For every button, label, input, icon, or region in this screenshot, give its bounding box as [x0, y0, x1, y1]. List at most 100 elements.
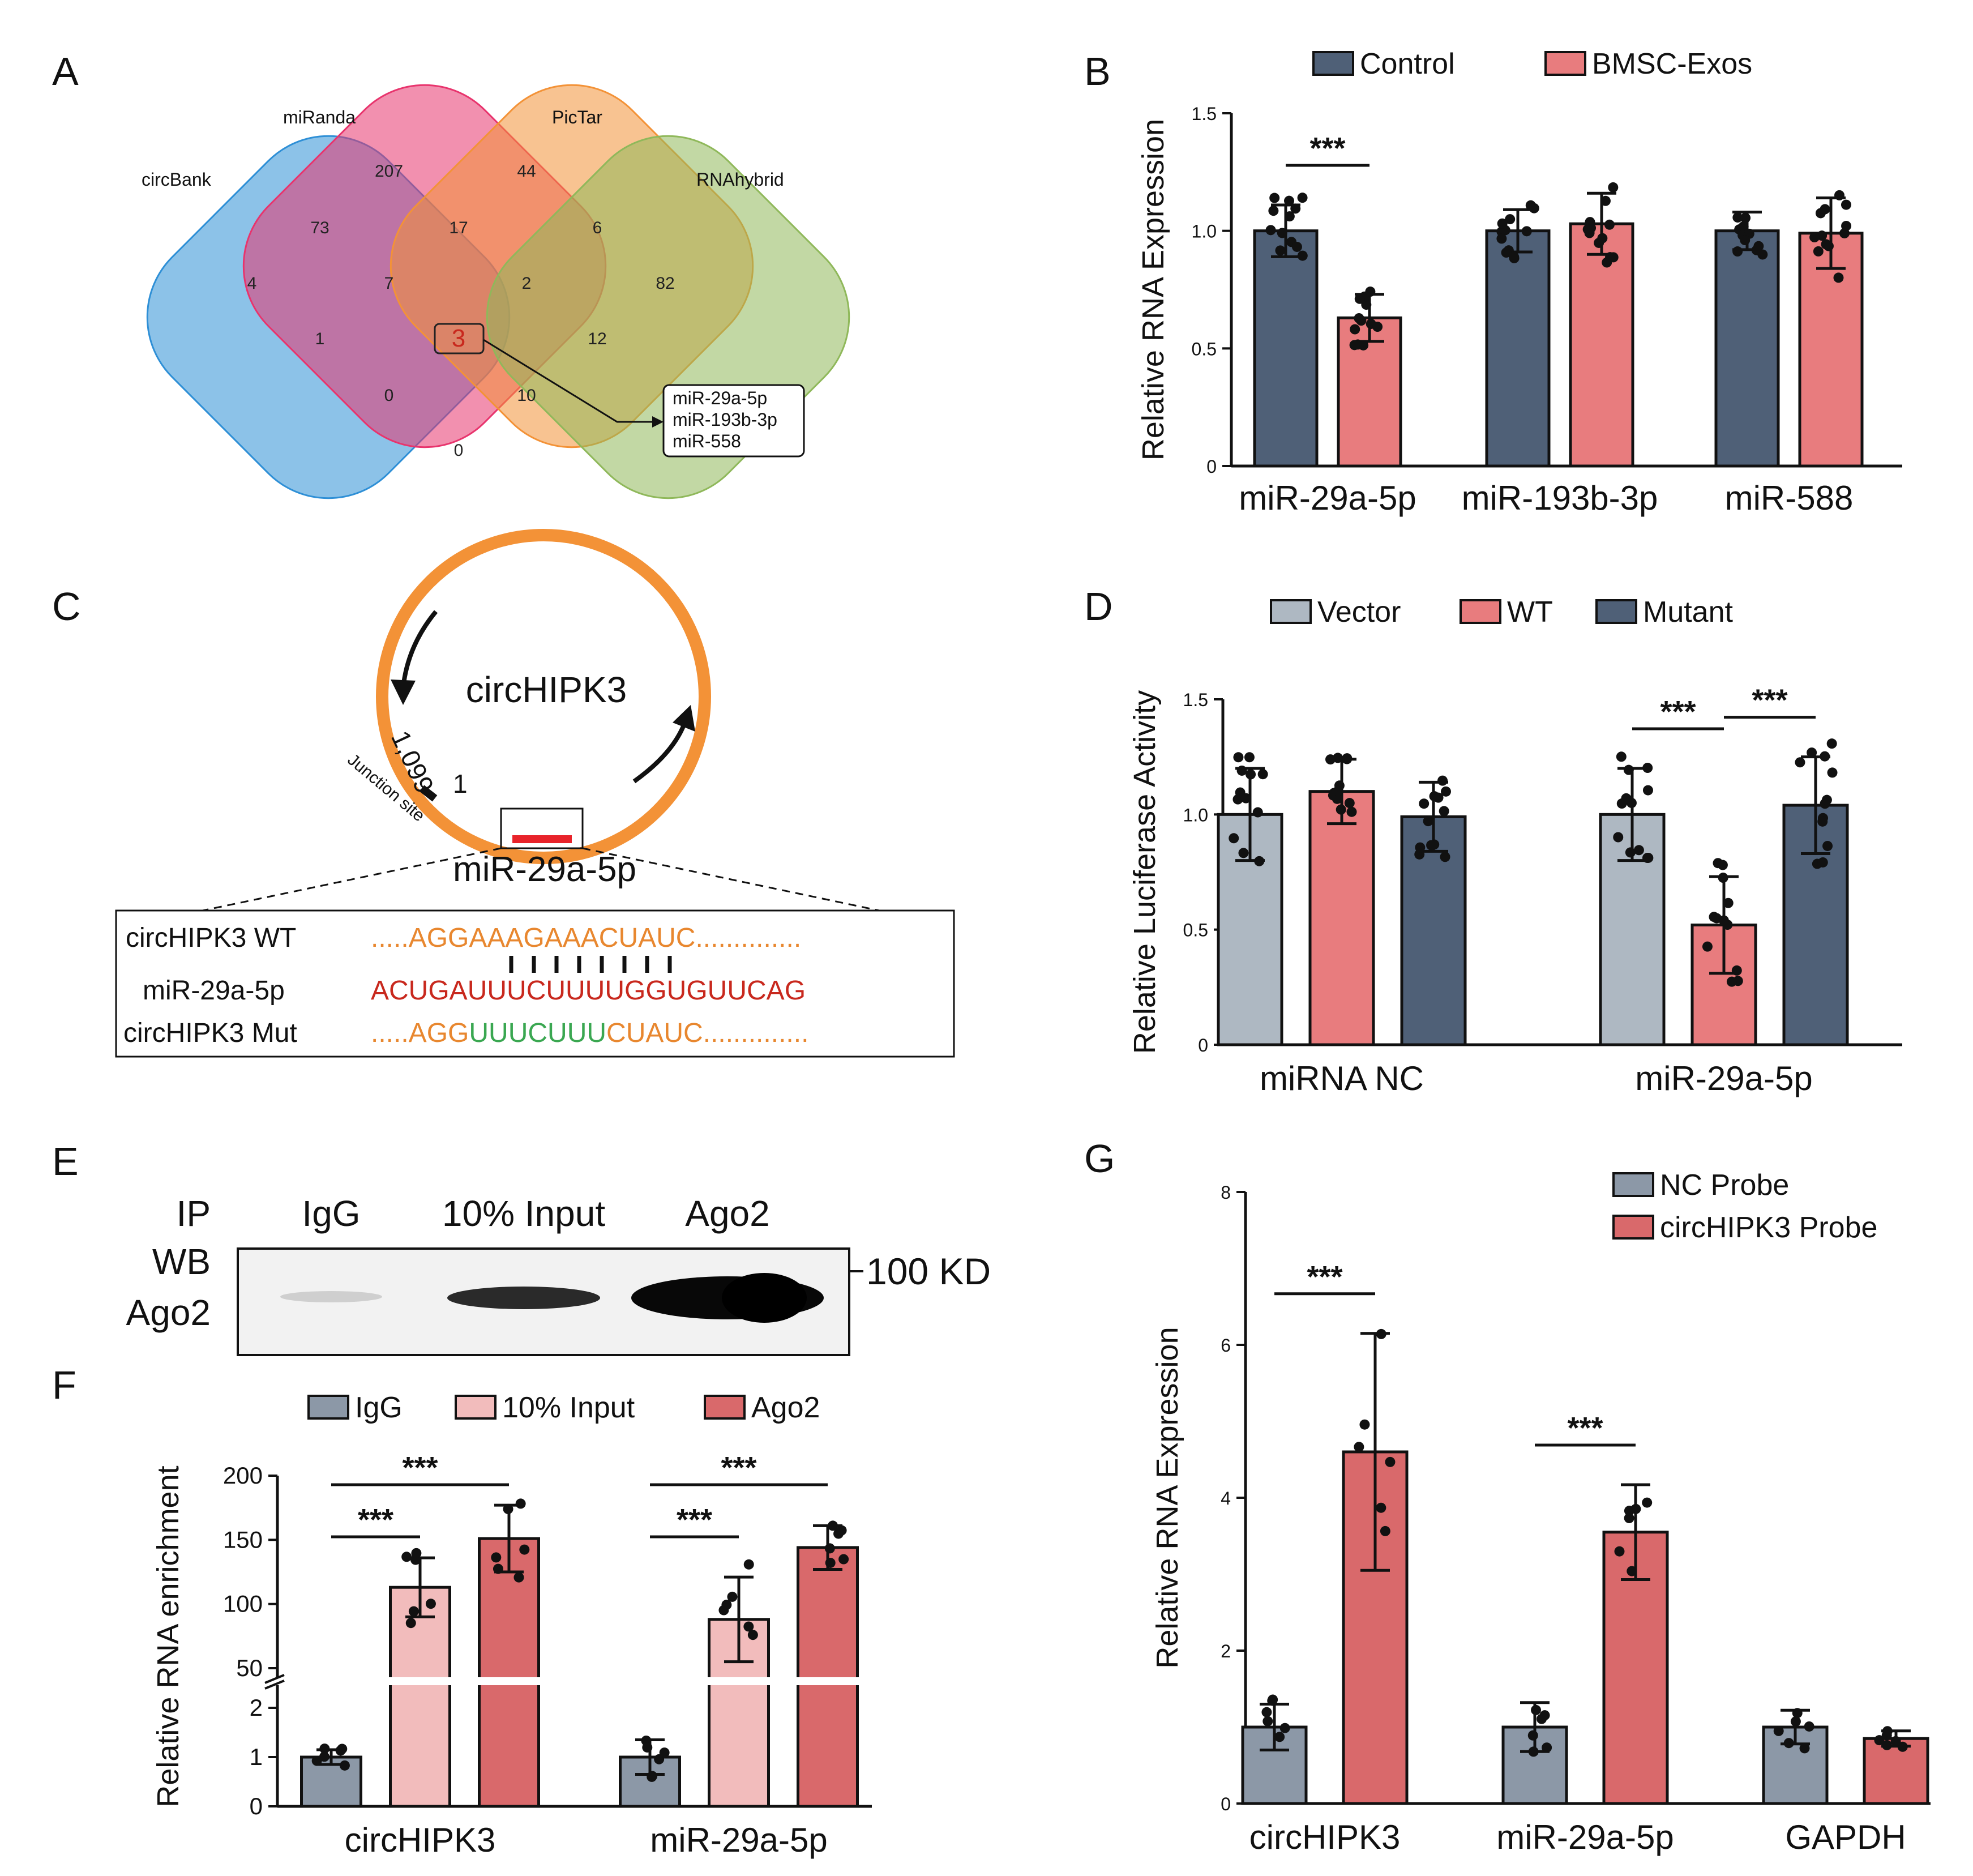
zoom-line-left	[202, 847, 502, 912]
venn-highlight-box	[434, 323, 485, 354]
venn-count: 82	[656, 274, 674, 293]
data-point	[1528, 1746, 1539, 1757]
data-point	[747, 1630, 758, 1640]
data-point	[1834, 190, 1844, 200]
data-point	[1261, 1707, 1272, 1717]
data-point	[1358, 340, 1369, 351]
legend-label: Vector	[1317, 596, 1401, 629]
data-point	[519, 1544, 530, 1555]
panel-letter-c: C	[52, 584, 81, 629]
legend-label: WT	[1507, 596, 1553, 629]
category-label: miR-29a-5p	[1496, 1818, 1674, 1856]
venn-count-highlight: 3	[452, 324, 465, 352]
data-point	[1252, 807, 1263, 818]
data-point	[1817, 816, 1828, 827]
category-label: miR-588	[1725, 479, 1854, 517]
seq-segment: .....AGGAAAGAAACUAUC..............	[371, 923, 801, 953]
legend-label: Ago2	[751, 1391, 820, 1424]
data-point	[1244, 752, 1255, 763]
data-point	[1582, 224, 1593, 234]
data-point	[1346, 806, 1357, 817]
seq-mirna: ACUGAUUUCUUUUGGUGUUCAG	[371, 976, 806, 1006]
category-label: miR-29a-5p	[650, 1821, 827, 1859]
data-point	[824, 1543, 835, 1554]
data-point	[1731, 965, 1742, 976]
significance-stars: ***	[402, 1451, 438, 1485]
data-point	[1268, 206, 1279, 216]
chart-b: B 0 0.5 1.0 1.5 Relative RNA Expression Contro…	[1084, 48, 1902, 517]
venn-count: 2	[522, 274, 532, 293]
chart-d: D 0 0.5 1.0 1.5 Relative Luciferase Activity V…	[1084, 584, 1902, 1097]
data-point	[1342, 754, 1353, 764]
data-point	[1531, 1704, 1542, 1715]
data-point	[1804, 1721, 1814, 1732]
y-tick-label: 0	[250, 1793, 263, 1819]
panel-c: C circHIPK3 1,099 1 Junction site miR-29…	[52, 529, 955, 1058]
data-point	[1275, 245, 1286, 256]
venn-set-label: circBank	[142, 169, 212, 190]
y-tick-label: 0	[1221, 1794, 1231, 1814]
significance-stars: ***	[1309, 131, 1345, 165]
data-point	[425, 1599, 436, 1609]
bar	[1308, 790, 1375, 1046]
y-tick-label: 6	[1221, 1335, 1231, 1356]
category-label: circHIPK3	[1249, 1818, 1401, 1856]
blot-band-input	[447, 1287, 600, 1309]
data-point	[743, 1621, 754, 1632]
data-point	[1813, 246, 1824, 257]
data-point	[1246, 769, 1256, 780]
data-point	[1254, 856, 1265, 866]
data-point	[1600, 195, 1611, 206]
data-point	[1505, 214, 1516, 225]
binding-site-box	[500, 807, 584, 849]
data-point	[411, 1548, 422, 1558]
bar	[1253, 229, 1319, 468]
callout-arrow	[483, 339, 657, 423]
y-tick-label: 100	[223, 1591, 263, 1617]
seq-row-label: circHIPK3 WT	[126, 923, 296, 953]
data-point	[1616, 751, 1627, 762]
data-point	[1265, 225, 1276, 236]
sequence-box	[115, 909, 955, 1058]
data-point	[1380, 1525, 1390, 1536]
data-point	[1284, 211, 1295, 222]
data-point	[836, 1525, 847, 1536]
legend-swatch	[1595, 599, 1637, 624]
data-point	[1529, 203, 1539, 213]
data-point	[1501, 247, 1512, 258]
data-point	[659, 1747, 670, 1758]
data-point	[1236, 765, 1247, 776]
venn-count: 1	[315, 330, 325, 348]
data-point	[1841, 220, 1852, 231]
significance-stars: ***	[721, 1451, 756, 1485]
y-tick-label: 2	[250, 1694, 263, 1721]
bar	[478, 1537, 540, 1808]
data-point	[1799, 1743, 1810, 1754]
legend-swatch	[455, 1395, 497, 1420]
data-point	[515, 1498, 526, 1509]
data-point	[1297, 193, 1308, 203]
significance-stars: ***	[1752, 683, 1787, 717]
seq-segment: CUAUC..............	[606, 1018, 808, 1048]
chart-g: G 0 2 4 6 8 Relative RNA Expression NC Probe cir…	[1084, 1136, 1931, 1856]
venn-count: 44	[517, 162, 536, 181]
blot-band-igg	[280, 1291, 382, 1302]
data-point	[1527, 1730, 1538, 1741]
data-point	[1614, 1546, 1625, 1557]
venn-count: 207	[375, 162, 403, 181]
bar	[1569, 222, 1634, 468]
data-point	[1349, 340, 1360, 351]
axis-break-gap	[266, 1677, 883, 1685]
bar	[389, 1586, 451, 1808]
data-point	[1625, 847, 1636, 858]
lane-label: IgG	[302, 1193, 360, 1234]
data-point	[339, 1760, 350, 1771]
data-point	[401, 1552, 412, 1562]
data-point	[1817, 857, 1828, 868]
data-point	[1509, 251, 1520, 262]
arrow-head-icon	[391, 680, 416, 705]
legend-swatch	[1544, 51, 1586, 76]
data-point	[1429, 791, 1440, 802]
legend-label: Mutant	[1643, 596, 1734, 629]
